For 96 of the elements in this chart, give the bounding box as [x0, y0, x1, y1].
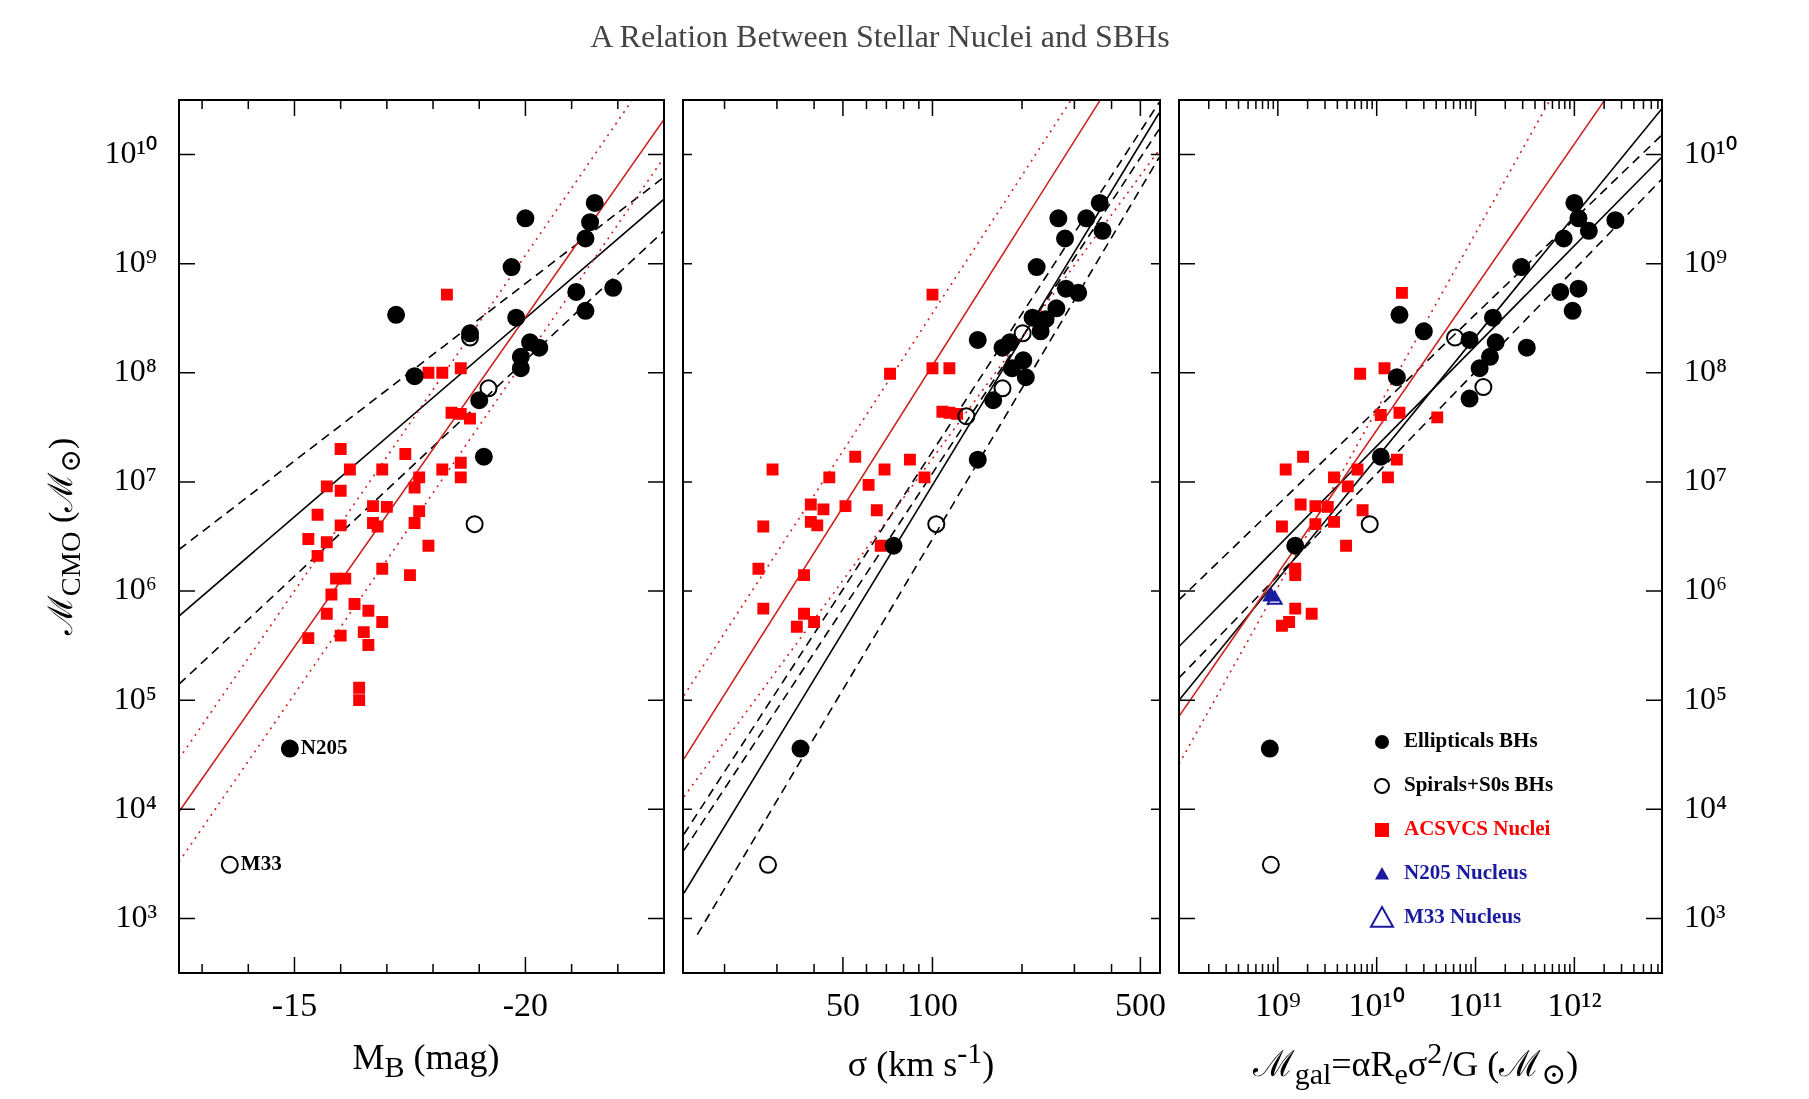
point: [362, 604, 375, 617]
point: [376, 562, 389, 575]
point: [454, 407, 467, 420]
y-tick-label: 10³: [1684, 897, 1726, 934]
point: [325, 588, 338, 601]
y-tick-label: 10¹⁰: [1684, 133, 1737, 170]
point: [436, 366, 449, 379]
point: [334, 519, 347, 532]
point: [604, 278, 623, 297]
chart-title: A Relation Between Stellar Nuclei and SBHs: [589, 18, 1171, 55]
point: [479, 379, 498, 398]
point: [585, 193, 604, 212]
y-tick-label: 10⁷: [113, 461, 157, 498]
point: [516, 209, 535, 228]
x-tick-label: 500: [1114, 986, 1166, 1024]
point: [353, 681, 366, 694]
point: [311, 549, 324, 562]
y-tick-label: 10⁴: [113, 788, 157, 825]
x-tick-label: 10¹⁰: [1348, 986, 1405, 1024]
point: [311, 508, 324, 521]
point: [334, 629, 347, 642]
point: [376, 463, 389, 476]
x-tick-label: 10¹¹: [1448, 986, 1503, 1024]
point: [507, 308, 526, 327]
y-tick-label: 10⁶: [113, 570, 157, 607]
y-tick-label: 10¹⁰: [104, 133, 157, 170]
y-tick-label: 10⁹: [1684, 243, 1728, 280]
point: [581, 213, 600, 232]
text: ℳ$_{gal}$=αR$_{e}$σ$^{2}$/G (ℳ$_{⊙}$): [1252, 1036, 1579, 1091]
point: [367, 500, 379, 513]
point: [357, 626, 370, 639]
y-tick-label: 10⁸: [1684, 352, 1728, 389]
x-tick-label: 10⁹: [1254, 986, 1301, 1024]
point: [320, 607, 333, 620]
point: [404, 569, 416, 582]
point: [502, 258, 521, 277]
x-axis-title: M$_{B}$ (mag): [351, 1036, 501, 1085]
x-tick-label: 100: [906, 986, 958, 1024]
y-tick-label: 10⁶: [1684, 570, 1728, 607]
x-tick-label: -15: [271, 986, 318, 1024]
y-tick-label: 10⁸: [113, 352, 157, 389]
point: [353, 694, 366, 707]
legend-label: ACSVCS Nuclei: [1404, 816, 1551, 841]
point: [280, 739, 299, 758]
point: [530, 338, 549, 357]
point: [320, 480, 333, 493]
point: [334, 443, 347, 455]
point: [470, 391, 489, 410]
x-tick-label: -20: [502, 986, 549, 1024]
point: [422, 366, 435, 379]
y-tick-label: 10⁷: [1684, 461, 1728, 498]
point: [454, 362, 467, 375]
legend-label: Ellipticals BHs: [1404, 728, 1538, 753]
point: [413, 505, 426, 518]
point: [348, 598, 361, 610]
point: [408, 481, 421, 494]
point: [576, 301, 595, 320]
annotation: N205: [300, 734, 348, 759]
x-tick-label: 50: [825, 986, 860, 1024]
point: [422, 539, 435, 552]
point: [320, 536, 333, 549]
point: [454, 471, 467, 484]
point: [371, 520, 384, 533]
y-tick-label: 10⁴: [1684, 788, 1728, 825]
point: [334, 484, 347, 497]
point: [302, 632, 315, 645]
point: [405, 367, 424, 386]
y-tick-label: 10⁵: [113, 679, 157, 716]
y-tick-label: 10³: [115, 897, 157, 934]
legend-label: M33 Nucleus: [1404, 904, 1522, 929]
point: [465, 515, 484, 534]
point: [362, 639, 375, 651]
x-tick-label: 10¹²: [1547, 986, 1602, 1024]
point: [387, 305, 406, 324]
point: [567, 282, 586, 301]
point: [474, 447, 493, 466]
y-tick-label: 10⁹: [113, 243, 157, 280]
point: [339, 572, 352, 585]
point: [436, 463, 449, 476]
x-axis-title: σ (km s$^{-1}$): [846, 1036, 996, 1085]
point: [380, 500, 393, 513]
point: [399, 448, 412, 460]
annotation: M33: [240, 851, 282, 876]
legend-label: N205 Nucleus: [1404, 860, 1528, 885]
point: [376, 616, 389, 628]
point: [302, 533, 315, 545]
legend-label: Spirals+S0s BHs: [1404, 772, 1554, 797]
point: [461, 324, 479, 343]
point: [413, 471, 426, 484]
point: [454, 456, 467, 469]
point: [343, 463, 356, 476]
y-tick-label: 10⁵: [1684, 679, 1728, 716]
point: [440, 288, 453, 301]
point: [408, 517, 421, 529]
point: [220, 855, 239, 874]
point: [576, 229, 595, 248]
